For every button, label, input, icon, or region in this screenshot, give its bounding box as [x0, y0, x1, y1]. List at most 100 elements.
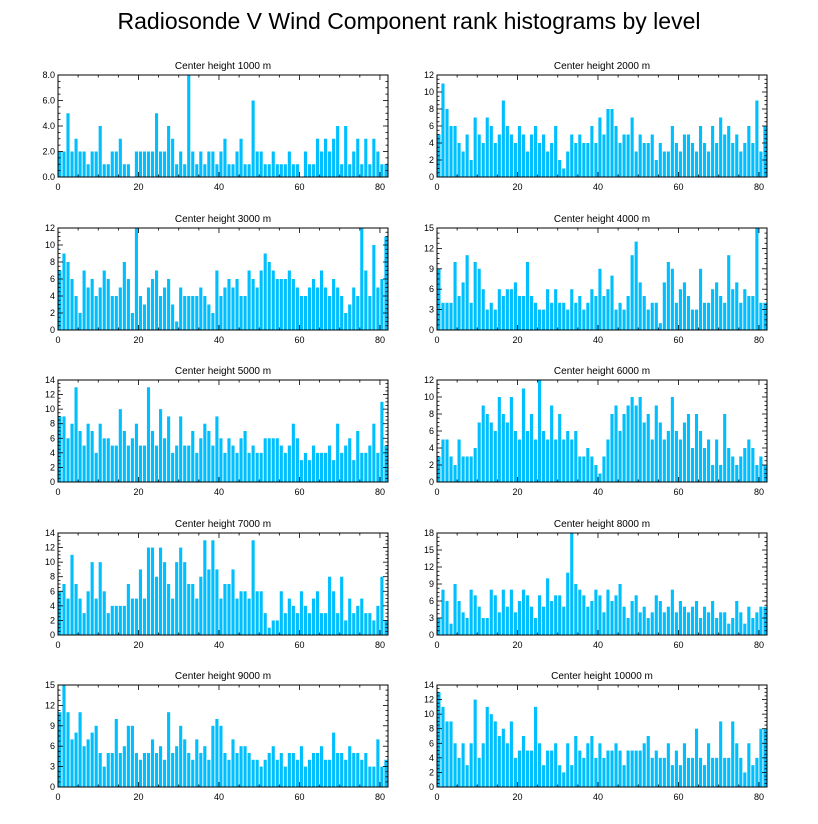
bar: [570, 765, 574, 787]
y-tick-label: 2.0: [42, 147, 55, 157]
bar: [755, 757, 759, 787]
bar: [78, 151, 82, 177]
bar: [542, 765, 546, 787]
bar: [70, 279, 74, 330]
bar: [195, 598, 199, 635]
bar: [614, 743, 618, 787]
bar: [678, 601, 682, 635]
bar: [70, 423, 74, 482]
bar: [501, 728, 505, 787]
bar: [179, 416, 183, 482]
bar: [703, 765, 707, 787]
bar: [521, 736, 526, 787]
bar: [513, 757, 517, 787]
x-tick-label: 60: [673, 182, 683, 192]
bar: [546, 578, 550, 635]
bar: [324, 452, 328, 482]
y-tick-label: 4: [50, 448, 55, 458]
bar: [279, 753, 283, 787]
bar: [598, 473, 602, 482]
bar: [251, 540, 255, 635]
bar: [666, 743, 670, 787]
bar: [275, 759, 279, 787]
bar: [469, 589, 473, 635]
bar: [461, 743, 465, 787]
bar: [227, 759, 231, 787]
bar: [493, 721, 497, 787]
x-tick-label: 40: [593, 487, 603, 497]
y-tick-label: 10: [45, 557, 55, 567]
bar: [690, 757, 695, 787]
bar: [727, 448, 731, 482]
bar: [368, 296, 372, 330]
bar: [441, 706, 445, 787]
bar: [473, 699, 477, 787]
x-tick-label: 20: [512, 640, 522, 650]
bar: [622, 134, 626, 177]
bar: [336, 126, 340, 177]
bar: [203, 540, 207, 635]
bar: [590, 456, 594, 482]
bar: [618, 143, 622, 177]
bar: [747, 439, 751, 482]
bar: [739, 612, 743, 635]
bar: [574, 584, 578, 635]
bar: [183, 739, 187, 787]
bar: [719, 465, 723, 482]
bar: [497, 612, 501, 635]
bar: [78, 598, 82, 635]
bar: [489, 589, 493, 635]
panel-title: Center height 3000 m: [175, 214, 271, 225]
bar: [533, 439, 538, 482]
panel-3: Center height 3000 m 0 2 4 6 8 10 12 0 20 40 60 80: [45, 214, 389, 345]
y-tick-label: 8: [429, 104, 434, 114]
y-tick-label: 14: [424, 680, 434, 690]
bar: [711, 465, 715, 482]
bar: [739, 151, 743, 177]
bar: [445, 109, 449, 177]
bar: [118, 138, 122, 177]
bar: [380, 279, 384, 330]
bar: [360, 228, 364, 330]
bar: [368, 613, 372, 635]
bar: [163, 151, 167, 177]
bar: [195, 739, 199, 787]
x-tick-label: 80: [375, 640, 385, 650]
bar: [751, 765, 755, 787]
bar: [384, 759, 388, 787]
bar: [219, 296, 223, 330]
bar: [223, 584, 227, 635]
bar: [319, 613, 324, 635]
bar: [646, 143, 650, 177]
y-tick-label: 0: [50, 325, 55, 335]
bar: [126, 725, 130, 787]
bar: [263, 253, 267, 330]
bar: [666, 151, 670, 177]
bar: [94, 151, 98, 177]
bar: [291, 164, 295, 177]
y-tick-label: 8: [429, 409, 434, 419]
bar: [271, 151, 275, 177]
bar: [167, 712, 171, 787]
bar: [711, 601, 715, 635]
bar: [106, 279, 110, 330]
bar: [110, 445, 114, 482]
bar: [227, 584, 231, 635]
bar: [622, 606, 626, 635]
bar: [453, 465, 457, 482]
bar: [231, 287, 235, 330]
bar: [445, 601, 449, 635]
bar: [586, 448, 590, 482]
bar: [501, 414, 505, 482]
panel-title: Center height 1000 m: [175, 61, 271, 72]
bar: [654, 302, 658, 330]
bar: [562, 302, 566, 330]
bar: [78, 712, 82, 787]
x-tick-label: 60: [294, 640, 304, 650]
bar: [461, 456, 465, 482]
bar: [376, 739, 380, 787]
panel-5: Center height 5000 m 0 2 4 6 8 10 12 14 0 20 40 60 80: [45, 366, 389, 497]
bar: [364, 613, 368, 635]
bar: [723, 414, 727, 482]
